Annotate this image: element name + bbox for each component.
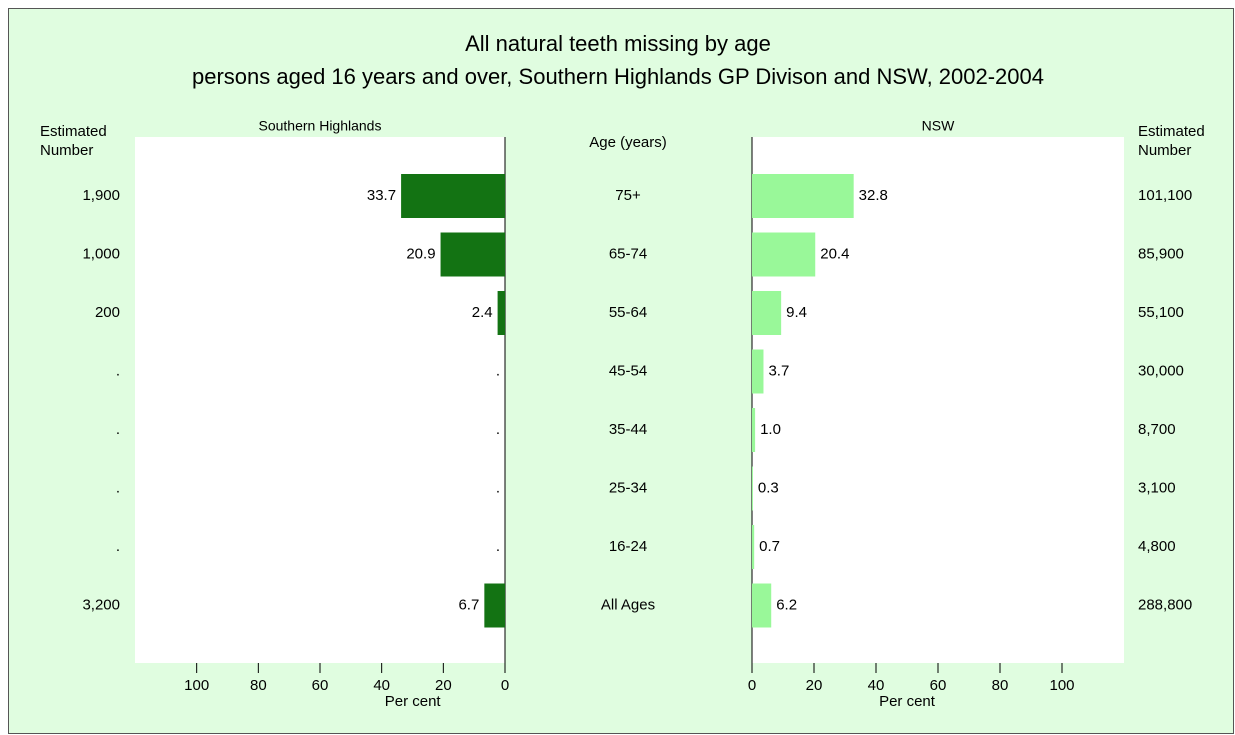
x-tick-label: 100 [1049,677,1074,694]
value-label: 6.2 [776,596,797,613]
category-label: 75+ [615,187,641,204]
value-label: 3.7 [768,362,789,379]
estimated-number: 1,900 [82,187,120,204]
panel-title: NSW [922,118,955,134]
estimated-number: 3,100 [1138,479,1176,496]
chart-subtitle: persons aged 16 years and over, Southern… [192,64,1044,89]
value-label: 2.4 [472,304,493,321]
bar [752,349,764,394]
x-tick-label: 0 [748,677,756,694]
chart-title: All natural teeth missing by age [465,31,771,56]
estimated-number: 3,200 [82,596,120,613]
estimated-number: 288,800 [1138,596,1192,613]
x-tick-label: 60 [930,677,947,694]
value-label: . [496,538,500,555]
estimated-number: 200 [95,304,120,321]
bar [752,466,753,511]
value-label: 1.0 [760,421,781,438]
x-tick-label: 20 [435,677,452,694]
estimated-header: Estimated Number [1138,123,1205,159]
x-tick-label: 60 [312,677,329,694]
estimated-number: 8,700 [1138,421,1176,438]
plot-area [752,137,1124,663]
category-label: All Ages [601,596,655,613]
value-label: . [496,479,500,496]
bar [401,174,505,218]
category-label: 55-64 [609,304,647,321]
value-label: 0.7 [759,538,780,555]
value-label: 0.3 [758,479,779,496]
value-label: 32.8 [859,187,888,204]
plot-area [135,137,505,663]
estimated-number: . [116,362,120,379]
bar [497,291,505,335]
estimated-number: 55,100 [1138,304,1184,321]
x-axis-label: Per cent [385,693,442,710]
value-label: 6.7 [458,596,479,613]
value-label: 20.9 [406,245,435,262]
bar [752,174,854,218]
estimated-number: 101,100 [1138,187,1192,204]
x-tick-label: 80 [992,677,1009,694]
value-label: . [496,362,500,379]
x-tick-label: 100 [184,677,209,694]
value-label: 33.7 [367,187,396,204]
bar [752,583,772,628]
value-label: . [496,421,500,438]
bar [440,232,505,277]
estimated-number: 1,000 [82,245,120,262]
category-header: Age (years) [589,134,667,151]
estimated-header: Estimated Number [40,123,107,159]
value-label: 9.4 [786,304,807,321]
value-label: 20.4 [820,245,849,262]
category-label: 16-24 [609,538,647,555]
bar [752,291,782,335]
bar [752,525,755,569]
x-tick-label: 20 [806,677,823,694]
estimated-number: . [116,421,120,438]
estimated-number: 85,900 [1138,245,1184,262]
category-label: 25-34 [609,479,647,496]
estimated-number: . [116,538,120,555]
x-tick-label: 0 [501,677,509,694]
estimated-number: 4,800 [1138,538,1176,555]
category-label: 65-74 [609,245,647,262]
category-label: 45-54 [609,362,647,379]
x-tick-label: 80 [250,677,267,694]
estimated-number: . [116,479,120,496]
x-tick-label: 40 [373,677,390,694]
panel-title: Southern Highlands [259,118,382,134]
category-label: 35-44 [609,421,647,438]
x-tick-label: 40 [868,677,885,694]
estimated-number: 30,000 [1138,362,1184,379]
x-axis-label: Per cent [879,693,936,710]
bar [752,408,756,452]
bar [484,583,505,628]
bar [752,232,816,277]
